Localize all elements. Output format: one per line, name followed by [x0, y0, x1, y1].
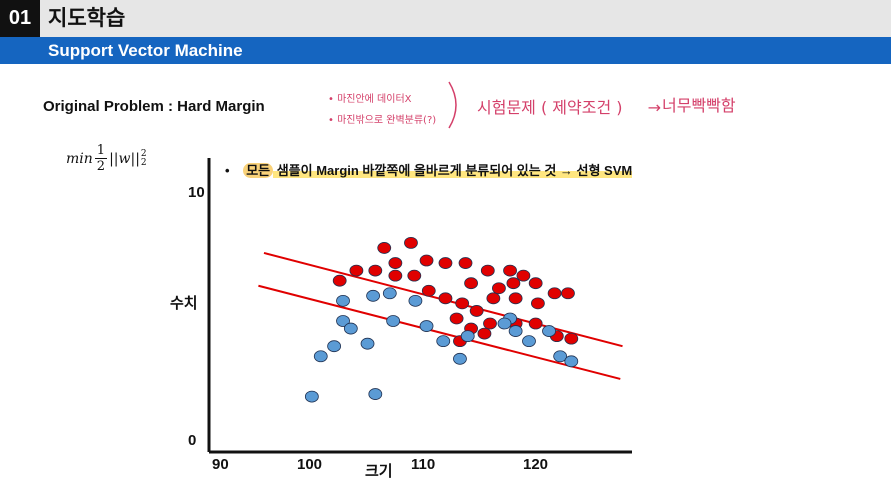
- formula-min: min: [66, 150, 93, 167]
- blue-data-point: [386, 315, 401, 327]
- red-data-point: [349, 264, 364, 277]
- x-tick-110: 110: [411, 456, 436, 473]
- blue-data-point: [522, 335, 536, 348]
- red-data-point: [407, 269, 422, 282]
- red-data-point: [421, 284, 436, 297]
- formula-subscript: 2: [140, 157, 147, 168]
- red-data-point: [530, 297, 545, 310]
- blue-data-point: [336, 294, 350, 307]
- red-data-point: [438, 292, 453, 305]
- red-data-point: [449, 312, 464, 325]
- blue-data-point: [508, 325, 523, 337]
- blue-data-point: [327, 340, 342, 353]
- section-number: 01: [0, 0, 40, 37]
- red-data-point: [547, 287, 562, 300]
- red-data-point: [377, 242, 392, 254]
- red-data-point: [508, 292, 523, 305]
- handwritten-note-3: 시험문제 ( 제약조건 ) →: [477, 94, 661, 118]
- red-data-point: [492, 282, 506, 295]
- bullet-marker: •: [225, 163, 230, 178]
- subtitle: Support Vector Machine: [48, 41, 243, 60]
- red-data-point: [528, 277, 543, 290]
- x-tick-90: 90: [212, 456, 229, 473]
- formula-indices: 2 2: [140, 148, 147, 168]
- blue-data-point: [453, 352, 467, 365]
- handwritten-note-1: • 마진안에 데이터X: [328, 94, 412, 105]
- x-tick-100: 100: [297, 456, 323, 473]
- red-data-point: [438, 257, 453, 269]
- blue-data-point: [419, 320, 434, 332]
- red-data-point: [419, 254, 434, 267]
- section-title: 지도학습: [48, 7, 126, 30]
- y-tick-top: 10: [188, 184, 205, 201]
- red-data-point: [528, 317, 543, 330]
- y-tick-bottom: 0: [188, 432, 197, 449]
- blue-data-point: [368, 388, 383, 400]
- blue-data-point: [553, 350, 568, 363]
- red-data-point: [516, 269, 531, 282]
- red-data-point: [564, 332, 579, 345]
- red-data-point: [469, 305, 484, 317]
- formula-denominator: 2: [96, 159, 106, 174]
- blue-data-point: [336, 315, 350, 327]
- red-data-point: [561, 287, 575, 300]
- handwritten-bracket: [448, 81, 457, 129]
- handwritten-note-4: 너무빡빡함: [662, 96, 736, 115]
- red-data-point: [388, 257, 403, 269]
- red-data-point: [458, 257, 473, 269]
- handwritten-arrow: →: [647, 98, 662, 117]
- problem-title: Original Problem : Hard Margin: [43, 98, 265, 115]
- red-data-point: [368, 264, 383, 277]
- blue-data-point: [436, 335, 451, 348]
- formula-numerator: 1: [94, 143, 108, 159]
- blue-data-point: [366, 289, 380, 302]
- blue-data-point: [564, 355, 579, 368]
- blue-data-point: [460, 330, 475, 343]
- red-data-point: [477, 327, 492, 340]
- red-data-point: [455, 297, 470, 310]
- margin-line-2: [258, 284, 621, 380]
- blue-data-point: [313, 350, 328, 363]
- red-data-point: [506, 277, 521, 290]
- top-header-bar: [0, 0, 891, 37]
- red-data-point: [388, 269, 403, 282]
- x-axis-label: 크기: [365, 463, 393, 480]
- red-data-point: [486, 292, 501, 305]
- x-tick-120: 120: [523, 456, 549, 473]
- y-axis-label: 수치: [170, 295, 198, 312]
- red-data-point: [332, 274, 347, 287]
- handwritten-constraint: 시험문제 ( 제약조건 ): [477, 98, 623, 117]
- subtitle-bar: [0, 37, 891, 64]
- blue-data-point: [304, 390, 319, 403]
- formula-superscript: 2: [140, 148, 147, 159]
- red-data-point: [503, 264, 517, 277]
- blue-data-point: [542, 325, 556, 337]
- formula-fraction: 1 2: [94, 143, 108, 174]
- blue-data-point: [343, 322, 358, 335]
- blue-data-point: [382, 287, 397, 300]
- bullet-statement: • 모든 샘플이 Margin 바깥쪽에 올바르게 분류되어 있는 것 → 선형…: [225, 160, 633, 179]
- red-data-point: [404, 236, 418, 249]
- bullet-text: 샘플이 Margin 바깥쪽에 올바르게 분류되어 있는 것 → 선형 SVM: [273, 163, 633, 178]
- red-data-point: [464, 277, 478, 290]
- objective-formula: min 1 2 ||w|| 2 2: [66, 143, 147, 174]
- blue-data-point: [497, 317, 512, 330]
- red-data-point: [480, 264, 495, 277]
- red-data-point: [483, 317, 497, 330]
- blue-data-point: [360, 337, 375, 350]
- highlight-circle: 모든: [243, 163, 274, 178]
- handwritten-note-2: • 마진밖으로 완벽분류(?): [328, 115, 437, 126]
- formula-norm: ||w||: [109, 150, 140, 167]
- blue-data-point: [408, 294, 423, 307]
